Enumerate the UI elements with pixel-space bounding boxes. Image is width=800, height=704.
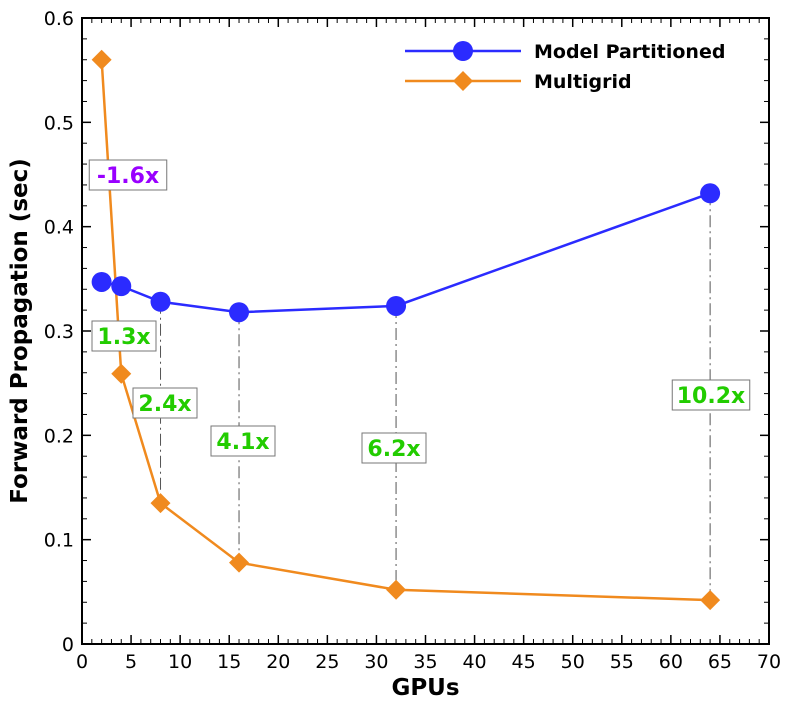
series-model-partitioned [91,183,721,323]
annotation-box [91,320,157,352]
y-tick-label: 0.3 [44,321,74,343]
x-tick-label: 15 [217,651,241,673]
y-tick-label: 0.4 [44,217,74,239]
series-layer [91,49,721,611]
legend-entry: Multigrid [405,71,632,93]
legend-label: Multigrid [534,71,632,93]
speedup-annotation: 4.1x [210,425,276,457]
data-point [386,579,407,600]
data-point [150,291,171,312]
x-tick-label: 10 [168,651,192,673]
data-point [700,183,721,204]
x-tick-label: 0 [76,651,88,673]
y-tick-label: 0.5 [44,112,74,134]
x-tick-label: 70 [757,651,781,673]
x-tick-label: 60 [659,651,683,673]
x-tick-label: 45 [512,651,536,673]
y-tick-label: 0.1 [44,530,74,552]
y-tick-label: 0.2 [44,425,74,447]
x-tick-label: 5 [125,651,137,673]
speedup-annotation: 2.4x [132,387,198,419]
y-tick-label: 0.6 [44,8,74,30]
speedup-annotation: 6.2x [361,432,427,464]
data-point [150,493,171,514]
x-tick-label: 30 [364,651,388,673]
y-tick-label: 0 [62,634,74,656]
data-point [91,271,112,292]
axis-ticks: 0 5 10 15 20 25 30 35 40 45 50 55 60 65 70 0 0.1 0.2 0.3 0.… [44,8,781,673]
annotation-label: 2.4x [138,392,191,417]
annotation-label: 1.3x [97,325,150,350]
x-tick-label: 20 [266,651,290,673]
speedup-annotation: 1.3x [91,320,157,352]
x-tick-label: 50 [561,651,585,673]
data-point [111,276,132,297]
y-axis-title: Forward Propagation (sec) [7,158,33,503]
annotation-box [361,432,427,464]
legend-marker [453,71,473,91]
data-point [229,302,250,323]
data-point [91,49,112,70]
data-point [111,363,132,384]
x-tick-label: 40 [462,651,486,673]
annotation-box [132,387,198,419]
legend-marker [453,41,473,61]
x-tick-label: 65 [708,651,732,673]
legend-label: Model Partitioned [534,41,725,63]
annotation-box [88,159,168,191]
legend: Model Partitioned Multigrid [405,41,725,93]
data-point [229,552,250,573]
x-tick-label: 25 [315,651,339,673]
data-point [386,295,407,316]
annotations: -1.6x 1.3x 2.4x 4.1x 6.2x 10.2x [88,159,751,464]
annotation-box [210,425,276,457]
annotation-label: -1.6x [97,164,159,189]
x-tick-label: 35 [413,651,437,673]
legend-entry: Model Partitioned [405,41,725,63]
speedup-annotation: -1.6x [88,159,168,191]
annotation-box [671,379,751,411]
speedup-annotation: 10.2x [671,379,751,411]
x-tick-label: 55 [610,651,634,673]
annotation-label: 4.1x [216,430,269,455]
x-axis-title: GPUs [391,675,459,701]
annotation-label: 10.2x [677,384,745,409]
data-point [700,590,721,611]
annotation-label: 6.2x [367,437,420,462]
